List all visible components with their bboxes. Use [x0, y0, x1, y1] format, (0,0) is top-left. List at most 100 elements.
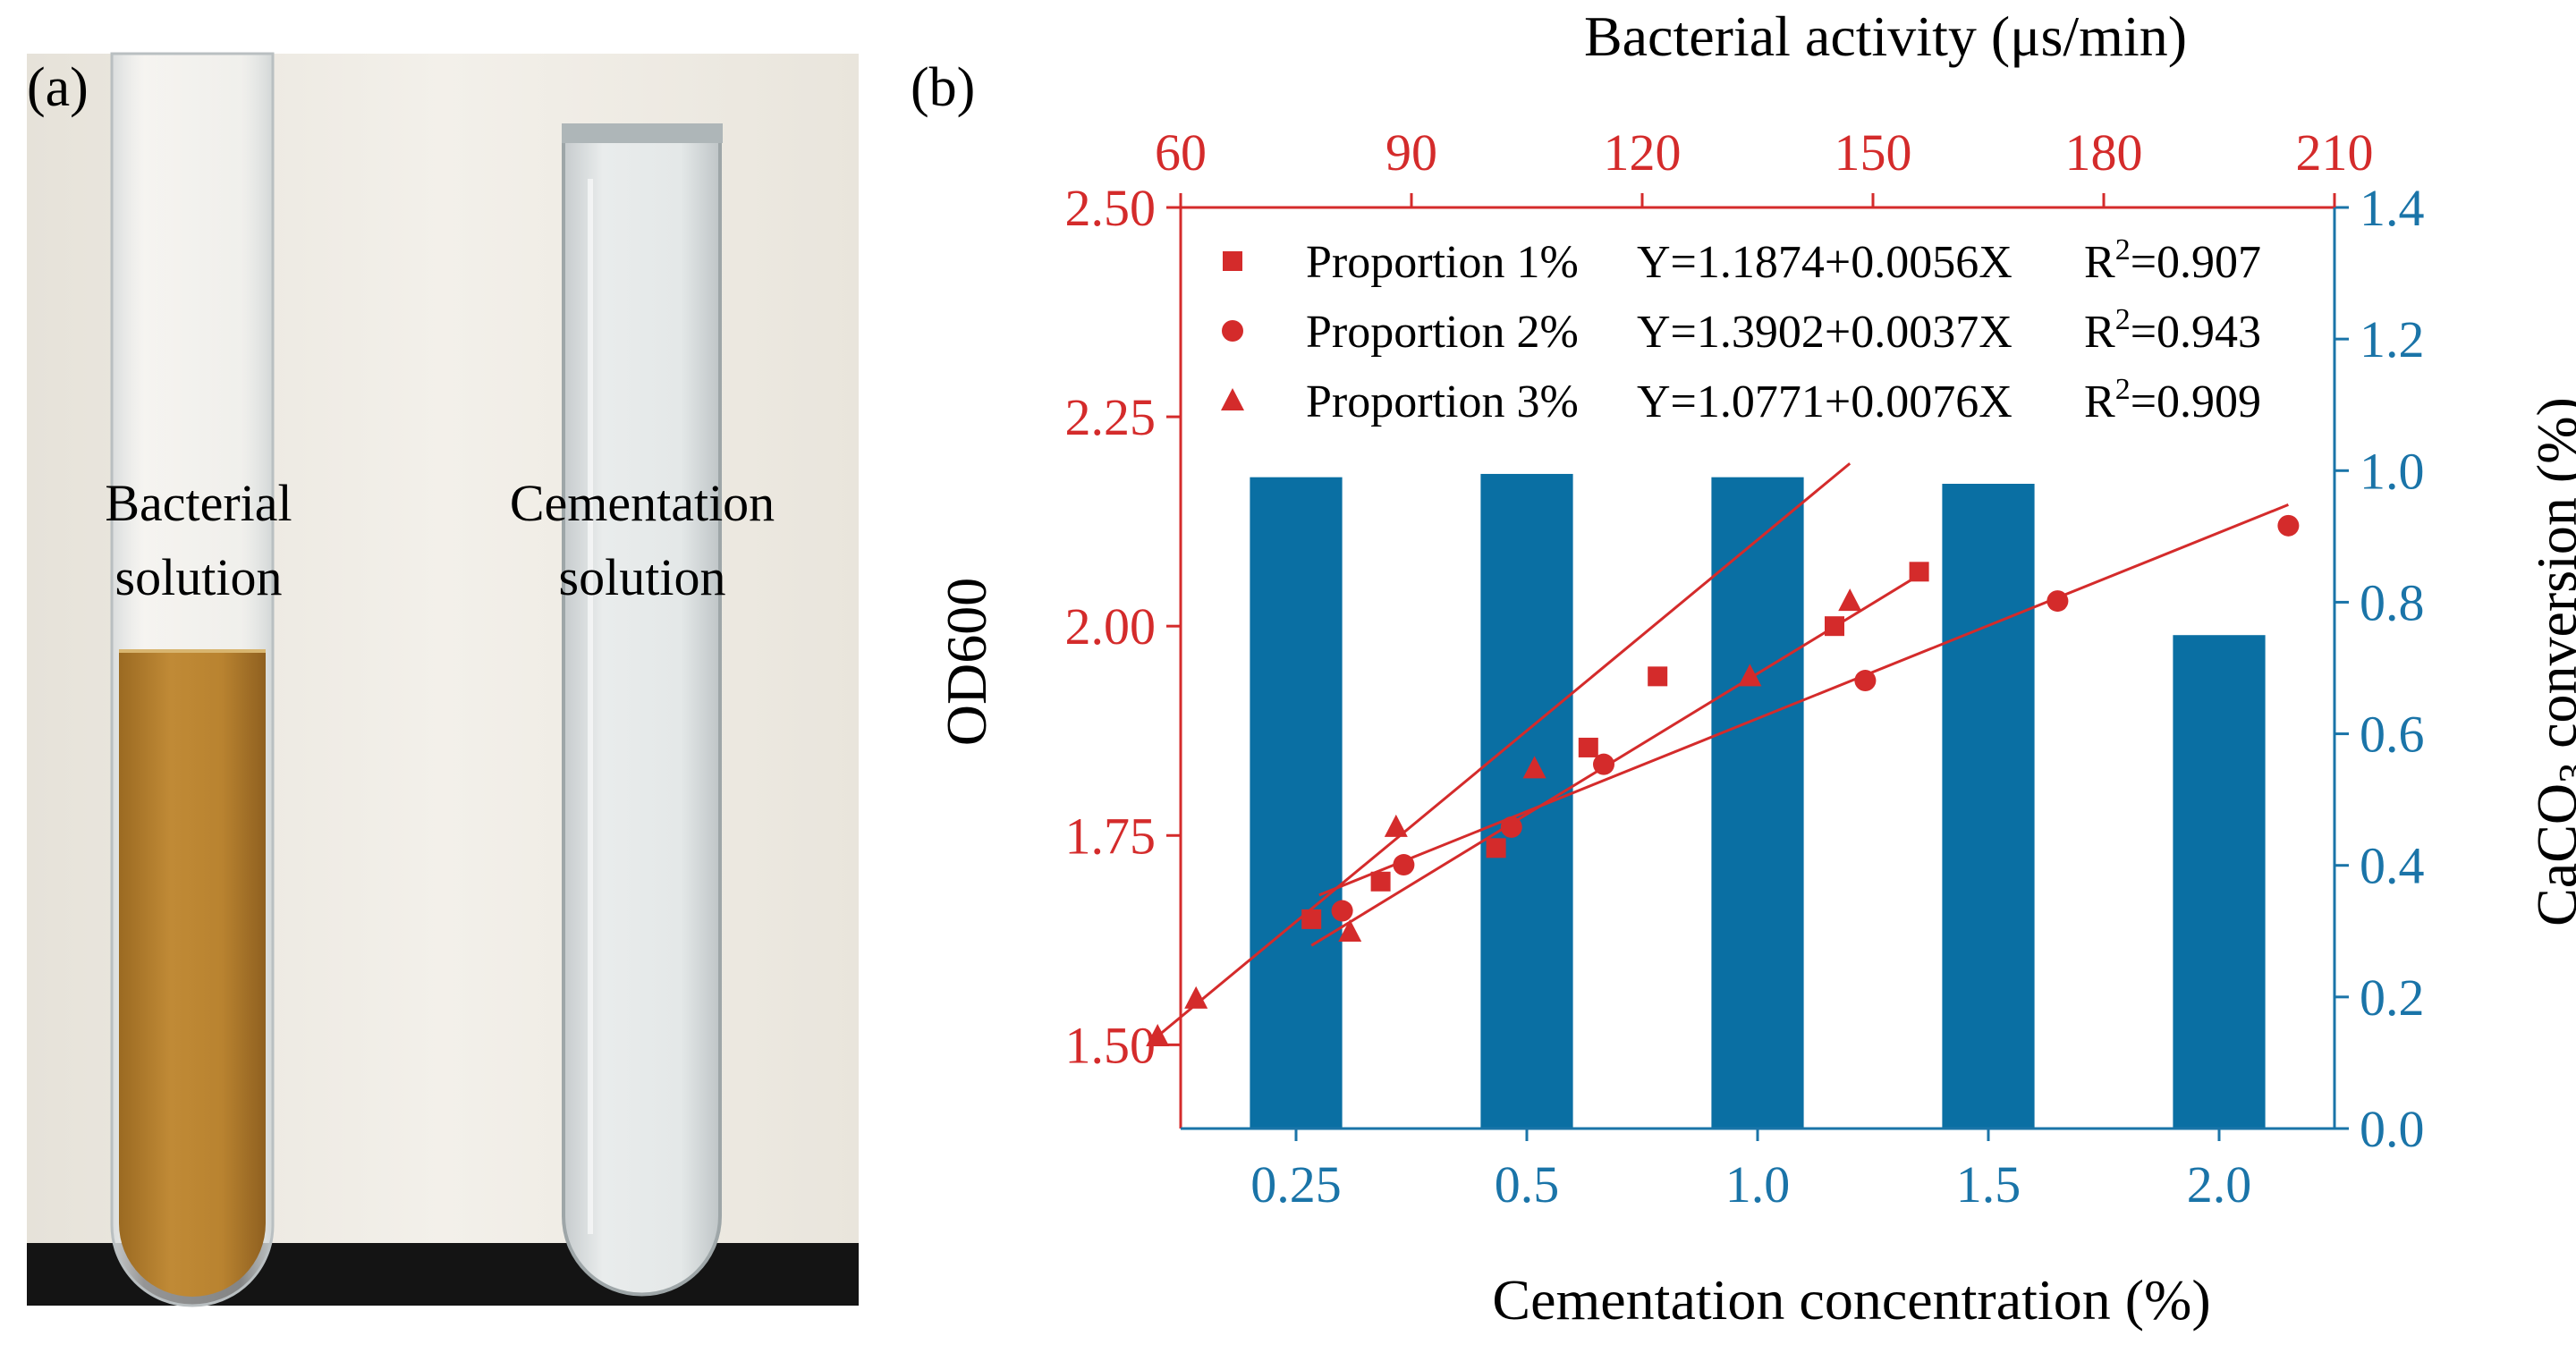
legend-marker-2: [1221, 388, 1244, 410]
point-s1-0: [1331, 900, 1353, 922]
legend: Proportion 1% Y=1.1874+0.0056X R2=0.907Pro…: [1221, 233, 2261, 427]
legend-name-2: Proportion 3%: [1306, 376, 1579, 427]
legend-r2-exponent-1: 2: [2115, 303, 2131, 336]
bar-4: [2173, 635, 2266, 1129]
fit-line-2: [1157, 462, 1852, 1037]
top-ticks: 60 90 120 150 180 210: [1155, 123, 2374, 207]
left-tick-label-1: 1.75: [1065, 807, 1157, 865]
bar-1: [1480, 473, 1573, 1129]
top-axis-title: Bacterial activity (μs/min): [1584, 4, 2187, 68]
bacterial-tube: [110, 52, 275, 1307]
right-axis-title-sub: 3: [2550, 763, 2576, 783]
bottom-tick-label-0: 0.25: [1250, 1155, 1342, 1213]
tubes-photo: (a) Bacterial solution Cementation solut…: [27, 52, 859, 1307]
fit-line-0: [1310, 573, 1920, 947]
right-axis-title-prefix: CaCO: [2525, 783, 2576, 926]
bar-2: [1711, 477, 1804, 1129]
left-tick-label-3: 2.25: [1065, 388, 1157, 446]
left-tick-label-0: 1.50: [1065, 1016, 1157, 1074]
bottom-axis-title: Cementation concentration (%): [1492, 1268, 2210, 1332]
top-tick-label-5: 210: [2296, 123, 2374, 182]
right-tick-label-4: 0.8: [2360, 573, 2425, 631]
right-tick-label-6: 1.2: [2360, 310, 2425, 368]
point-s0-4: [1648, 666, 1668, 687]
cementation-tube: [562, 123, 723, 1297]
top-tick-label-3: 150: [1835, 123, 1912, 182]
legend-name-0: Proportion 1%: [1306, 237, 1579, 288]
point-s0-1: [1370, 871, 1391, 892]
point-s0-3: [1578, 737, 1598, 757]
top-tick-label-2: 120: [1604, 123, 1682, 182]
top-tick-label-4: 180: [2065, 123, 2143, 182]
bottom-tick-label-2: 1.0: [1725, 1155, 1791, 1213]
right-tick-label-2: 0.4: [2360, 837, 2425, 895]
bottom-ticks: 0.25 0.5 1.0 1.5 2.0: [1250, 1129, 2251, 1213]
left-ticks: 1.50 1.75 2.00 2.25 2.50: [1065, 179, 1181, 1074]
legend-marker-1: [1222, 320, 1243, 342]
cementation-label-line1: Cementation: [510, 474, 775, 532]
point-s1-4: [1854, 670, 1877, 692]
legend-r2-0: R2=0.907: [2084, 233, 2261, 288]
legend-r2-value-2: =0.909: [2131, 376, 2261, 427]
point-s0-5: [1825, 616, 1844, 637]
legend-r2-value-1: =0.943: [2131, 307, 2261, 358]
legend-equation-0: Y=1.1874+0.0056X: [1637, 237, 2012, 288]
point-s2-6: [1838, 588, 1862, 612]
point-s1-6: [2277, 514, 2300, 537]
markers-layer: [1146, 514, 2300, 1046]
cementation-label-line2: solution: [559, 548, 726, 606]
photo-panel-label: (a): [27, 57, 89, 118]
legend-r2-2: R2=0.909: [2084, 373, 2261, 427]
point-s1-3: [1593, 753, 1614, 775]
point-s1-2: [1500, 816, 1522, 838]
bacterial-liquid: [119, 651, 266, 1297]
point-s2-5: [1738, 664, 1762, 687]
right-tick-label-7: 1.4: [2360, 179, 2425, 237]
point-s2-2: [1338, 918, 1362, 942]
chart-panel-label: (b): [911, 57, 975, 118]
point-s2-1: [1184, 985, 1208, 1009]
legend-r2-exponent-0: 2: [2115, 233, 2131, 266]
legend-name-1: Proportion 2%: [1306, 307, 1579, 358]
point-s1-1: [1393, 854, 1415, 876]
bacterial-label-line2: solution: [115, 548, 283, 606]
right-tick-label-1: 0.2: [2360, 968, 2425, 1027]
bars-layer: [1250, 473, 2266, 1129]
left-tick-label-4: 2.50: [1065, 179, 1157, 237]
point-s0-6: [1909, 562, 1929, 582]
point-s0-0: [1301, 909, 1322, 929]
fit-lines-layer: [1157, 462, 2289, 1037]
legend-r2-value-0: =0.907: [2131, 237, 2261, 288]
bar-0: [1250, 477, 1343, 1129]
point-s2-4: [1522, 756, 1546, 779]
bar-3: [1942, 484, 2035, 1129]
legend-equation-2: Y=1.0771+0.0076X: [1637, 376, 2012, 427]
bottom-tick-label-3: 1.5: [1956, 1155, 2021, 1213]
legend-r2-exponent-2: 2: [2115, 373, 2131, 406]
right-tick-label-3: 0.6: [2360, 706, 2425, 764]
fit-line-1: [1318, 503, 2289, 897]
left-axis-title: OD600: [935, 578, 998, 746]
top-tick-label-1: 90: [1385, 123, 1437, 182]
point-s1-5: [2046, 590, 2069, 613]
legend-marker-0: [1223, 251, 1242, 271]
right-ticks: 0.0 0.2 0.4 0.6 0.8 1.0 1.2 1.4: [2334, 179, 2425, 1158]
legend-r2-label-0: R: [2084, 237, 2115, 288]
bottom-tick-label-1: 0.5: [1495, 1155, 1560, 1213]
right-tick-label-5: 1.0: [2360, 442, 2425, 500]
point-s2-0: [1146, 1024, 1170, 1046]
legend-r2-label-2: R: [2084, 376, 2115, 427]
cementation-rim: [562, 123, 723, 143]
right-axis-title-suffix: conversion (%): [2525, 397, 2576, 763]
top-tick-label-0: 60: [1155, 123, 1207, 182]
point-s2-3: [1384, 814, 1408, 837]
legend-equation-1: Y=1.3902+0.0037X: [1637, 307, 2012, 358]
legend-r2-label-1: R: [2084, 307, 2115, 358]
chart: (b) Bacterial activity (μs/min) Cementat…: [911, 4, 2576, 1332]
legend-r2-1: R2=0.943: [2084, 303, 2261, 358]
point-s0-2: [1486, 838, 1506, 858]
bottom-tick-label-4: 2.0: [2187, 1155, 2252, 1213]
left-tick-label-2: 2.00: [1065, 597, 1157, 655]
cementation-tube-glass: [562, 123, 722, 1297]
right-tick-label-0: 0.0: [2360, 1100, 2425, 1158]
